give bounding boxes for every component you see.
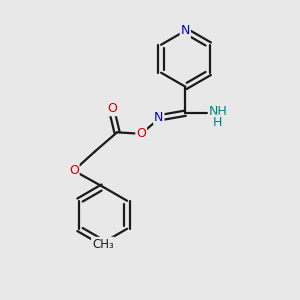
Text: O: O [136, 127, 146, 140]
Text: NH: NH [209, 105, 228, 118]
Text: H: H [213, 116, 222, 128]
Text: O: O [107, 102, 117, 115]
Text: O: O [69, 164, 79, 177]
Text: CH₃: CH₃ [92, 238, 114, 251]
Text: N: N [154, 111, 164, 124]
Text: N: N [181, 24, 190, 37]
